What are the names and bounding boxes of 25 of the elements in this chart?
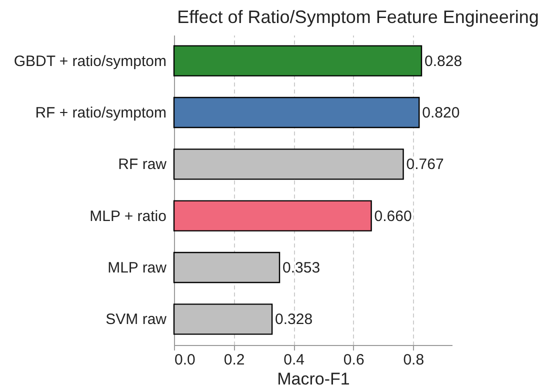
chart-title: Effect of Ratio/Symptom Feature Engineering bbox=[177, 7, 539, 27]
y-tick-label: MLP + ratio bbox=[90, 208, 166, 225]
data-label: 0.660 bbox=[374, 208, 412, 225]
bar bbox=[173, 252, 280, 284]
y-tick-label: RF + ratio/symptom bbox=[35, 104, 166, 122]
data-label: 0.828 bbox=[424, 52, 462, 70]
bar bbox=[173, 200, 372, 232]
bar bbox=[173, 148, 404, 180]
y-tick-label: MLP raw bbox=[108, 260, 167, 276]
data-label: 0.353 bbox=[282, 260, 320, 276]
x-tick-label: 0.2 bbox=[224, 352, 245, 368]
data-label: 0.328 bbox=[275, 311, 313, 328]
x-tick-label: 0.0 bbox=[174, 352, 196, 368]
bar bbox=[173, 304, 273, 335]
data-label: 0.767 bbox=[406, 156, 444, 174]
y-tick-label: RF raw bbox=[118, 156, 167, 174]
data-label: 0.820 bbox=[422, 104, 460, 122]
bar bbox=[173, 45, 422, 76]
y-tick-label: SVM raw bbox=[106, 311, 167, 328]
x-tick-label: 0.8 bbox=[403, 352, 424, 368]
x-tick-label: 0.4 bbox=[284, 352, 304, 368]
x-tick-label: 0.6 bbox=[343, 352, 364, 368]
y-tick-label: GBDT + ratio/symptom bbox=[14, 52, 166, 70]
bar bbox=[173, 96, 420, 128]
x-axis-title: Macro-F1 bbox=[277, 370, 350, 388]
